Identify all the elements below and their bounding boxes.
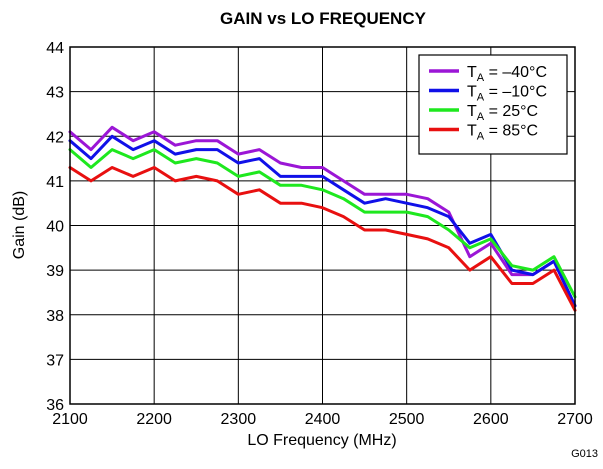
x-tick-label: 2400	[305, 411, 341, 428]
x-tick-label: 2500	[389, 411, 425, 428]
figure-id-label: G013	[571, 448, 598, 460]
series-line-3	[68, 148, 577, 299]
x-tick-label: 2600	[473, 411, 509, 428]
series-lines	[68, 125, 577, 312]
legend-label: TA = –10°C	[467, 84, 547, 104]
y-tick-label: 37	[46, 352, 64, 369]
y-tick-label: 43	[46, 85, 64, 102]
legend: TA = –40°CTA = –10°CTA = 25°CTA = 85°C	[418, 54, 568, 155]
grid-lines	[70, 47, 575, 404]
y-axis-label: Gain (dB)	[11, 191, 28, 259]
axis-ticks: 2100 2200 2300 2400 2500 2600 2700 36 37 38 39 40 41…	[46, 40, 593, 428]
legend-label: TA = 85°C	[467, 123, 538, 143]
y-tick-label: 36	[46, 397, 64, 414]
y-tick-label: 44	[46, 40, 64, 57]
y-tick-label: 41	[46, 174, 64, 191]
series-line-1	[68, 125, 577, 308]
x-tick-label: 2300	[221, 411, 257, 428]
chart-title: GAIN vs LO FREQUENCY	[220, 9, 427, 28]
y-tick-label: 40	[46, 219, 64, 236]
y-tick-label: 39	[46, 263, 64, 280]
legend-label: TA = 25°C	[467, 103, 538, 123]
legend-label: TA = –40°C	[467, 64, 547, 84]
y-tick-label: 38	[46, 308, 64, 325]
y-tick-label: 42	[46, 129, 64, 146]
x-tick-label: 2700	[557, 411, 593, 428]
plot-frame	[69, 46, 576, 405]
x-tick-label: 2200	[136, 411, 172, 428]
x-axis-label: LO Frequency (MHz)	[247, 432, 396, 449]
x-tick-label: 2100	[52, 411, 88, 428]
series-line-2	[68, 134, 577, 308]
series-line-4	[68, 166, 577, 312]
